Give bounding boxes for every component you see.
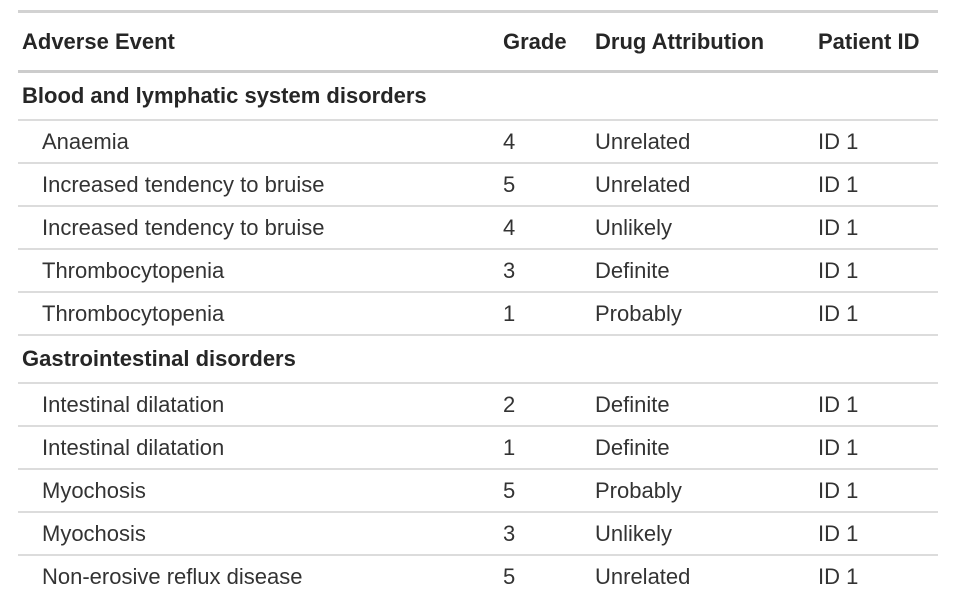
group-header-label: Gastrointestinal disorders xyxy=(18,334,938,383)
table-row: Thrombocytopenia 3 Definite ID 1 xyxy=(18,248,938,292)
cell-patient-id: ID 1 xyxy=(818,205,938,249)
table-row: Increased tendency to bruise 4 Unlikely … xyxy=(18,205,938,249)
cell-adverse-event: Myochosis xyxy=(18,468,503,512)
cell-patient-id: ID 1 xyxy=(818,162,938,206)
cell-patient-id: ID 1 xyxy=(818,554,938,592)
table-row: Intestinal dilatation 2 Definite ID 1 xyxy=(18,382,938,426)
cell-grade: 2 xyxy=(503,382,595,426)
cell-drug-attribution: Definite xyxy=(595,248,818,292)
cell-patient-id: ID 1 xyxy=(818,248,938,292)
cell-adverse-event: Intestinal dilatation xyxy=(18,425,503,469)
table-row: Intestinal dilatation 1 Definite ID 1 xyxy=(18,425,938,469)
table-row: Myochosis 5 Probably ID 1 xyxy=(18,468,938,512)
cell-adverse-event: Increased tendency to bruise xyxy=(18,162,503,206)
cell-adverse-event: Thrombocytopenia xyxy=(18,248,503,292)
cell-drug-attribution: Definite xyxy=(595,425,818,469)
cell-patient-id: ID 1 xyxy=(818,291,938,335)
cell-adverse-event: Increased tendency to bruise xyxy=(18,205,503,249)
cell-drug-attribution: Unlikely xyxy=(595,511,818,555)
cell-grade: 5 xyxy=(503,162,595,206)
cell-grade: 3 xyxy=(503,248,595,292)
cell-adverse-event: Myochosis xyxy=(18,511,503,555)
cell-patient-id: ID 1 xyxy=(818,511,938,555)
cell-drug-attribution: Unlikely xyxy=(595,205,818,249)
cell-grade: 3 xyxy=(503,511,595,555)
column-header-grade: Grade xyxy=(503,11,595,73)
column-header-drug-attribution: Drug Attribution xyxy=(595,11,818,73)
column-header-patient-id: Patient ID xyxy=(818,11,938,73)
cell-drug-attribution: Definite xyxy=(595,382,818,426)
cell-drug-attribution: Unrelated xyxy=(595,119,818,163)
cell-patient-id: ID 1 xyxy=(818,382,938,426)
cell-drug-attribution: Probably xyxy=(595,468,818,512)
cell-drug-attribution: Probably xyxy=(595,291,818,335)
table-row: Non-erosive reflux disease 5 Unrelated I… xyxy=(18,554,938,592)
cell-patient-id: ID 1 xyxy=(818,468,938,512)
cell-grade: 4 xyxy=(503,119,595,163)
table-row: Anaemia 4 Unrelated ID 1 xyxy=(18,119,938,163)
group-header-row: Blood and lymphatic system disorders xyxy=(18,70,938,120)
cell-patient-id: ID 1 xyxy=(818,119,938,163)
header-row: Adverse Event Grade Drug Attribution Pat… xyxy=(18,11,938,73)
group-header-label: Blood and lymphatic system disorders xyxy=(18,70,938,120)
cell-drug-attribution: Unrelated xyxy=(595,554,818,592)
group-header-row: Gastrointestinal disorders xyxy=(18,334,938,383)
table-row: Myochosis 3 Unlikely ID 1 xyxy=(18,511,938,555)
table-row: Increased tendency to bruise 5 Unrelated… xyxy=(18,162,938,206)
cell-adverse-event: Intestinal dilatation xyxy=(18,382,503,426)
cell-patient-id: ID 1 xyxy=(818,425,938,469)
cell-grade: 5 xyxy=(503,468,595,512)
cell-grade: 1 xyxy=(503,291,595,335)
adverse-events-table: Adverse Event Grade Drug Attribution Pat… xyxy=(18,10,938,592)
cell-grade: 5 xyxy=(503,554,595,592)
cell-adverse-event: Non-erosive reflux disease xyxy=(18,554,503,592)
cell-grade: 4 xyxy=(503,205,595,249)
cell-grade: 1 xyxy=(503,425,595,469)
column-header-adverse-event: Adverse Event xyxy=(18,11,503,73)
table-row: Thrombocytopenia 1 Probably ID 1 xyxy=(18,291,938,335)
cell-adverse-event: Thrombocytopenia xyxy=(18,291,503,335)
cell-drug-attribution: Unrelated xyxy=(595,162,818,206)
cell-adverse-event: Anaemia xyxy=(18,119,503,163)
